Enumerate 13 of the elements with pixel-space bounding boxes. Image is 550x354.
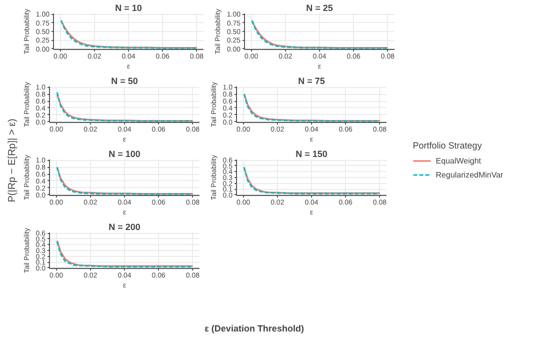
text: ε (Deviation Threshold) <box>204 324 304 334</box>
legend-title: Portfolio Strategy <box>412 140 483 150</box>
chart-title: N = 100 <box>108 149 140 159</box>
chart-title: N = 10 <box>115 3 142 13</box>
legend-label: EqualWeight <box>436 156 481 166</box>
text: P(|Rp − E[Rp]| > ε) <box>7 118 18 202</box>
chart-title: N = 75 <box>298 76 325 86</box>
line-series <box>243 93 380 122</box>
chart-title: N = 50 <box>111 76 138 86</box>
chart-title: N = 200 <box>108 222 140 232</box>
legend-label: RegularizedMinVar <box>436 170 504 180</box>
chart-title: N = 150 <box>296 149 328 159</box>
chart-title: N = 25 <box>306 3 333 13</box>
